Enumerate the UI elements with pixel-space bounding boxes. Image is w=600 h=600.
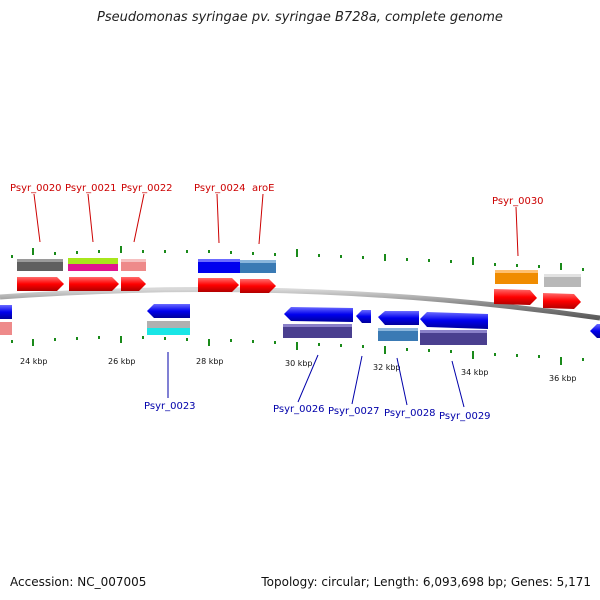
gene-arrow-psyr0019 bbox=[0, 305, 12, 319]
gene-arrow-psyr0022 bbox=[121, 277, 146, 291]
gene-arrow-psyr0026 bbox=[284, 307, 353, 322]
gene-arrow-psyr0027 bbox=[356, 310, 371, 323]
gene-arrow-psyr0032 bbox=[590, 324, 600, 338]
kbp-label: 26 kbp bbox=[108, 357, 136, 366]
gene-label-forward[interactable]: Psyr_0020 bbox=[10, 183, 62, 194]
kbp-label: 34 kbp bbox=[461, 368, 489, 377]
kbp-label: 32 kbp bbox=[373, 363, 401, 372]
gene-arrow-psyr0021 bbox=[69, 277, 119, 291]
reverse-feature-boxes bbox=[0, 321, 487, 345]
gene-label-forward[interactable]: Psyr_0022 bbox=[121, 183, 173, 194]
kbp-label: 24 kbp bbox=[20, 357, 48, 366]
genome-summary: Topology: circular; Length: 6,093,698 bp… bbox=[261, 575, 591, 589]
forward-leader-lines bbox=[33, 193, 519, 257]
kbp-label: 36 kbp bbox=[549, 374, 577, 383]
gene-arrow-psyr0023 bbox=[147, 304, 190, 318]
gene-arrow-psyr0020 bbox=[17, 277, 64, 291]
gene-arrow-psyr0028 bbox=[378, 311, 419, 325]
forward-gene-arrows bbox=[17, 277, 581, 309]
gene-label-forward[interactable]: aroE bbox=[252, 183, 274, 194]
forward-feature-boxes bbox=[17, 258, 581, 287]
kbp-label: 28 kbp bbox=[196, 357, 224, 366]
gene-arrow-psyr0029 bbox=[420, 312, 488, 329]
gene-arrow-psyr0031 bbox=[543, 293, 581, 309]
inner-ticks bbox=[11, 336, 584, 365]
outer-ticks bbox=[11, 246, 584, 271]
gene-label-reverse[interactable]: Psyr_0026 bbox=[273, 404, 325, 415]
gene-label-reverse[interactable]: Psyr_0023 bbox=[144, 401, 196, 412]
gene-arrow-psyr0024 bbox=[198, 278, 239, 292]
gene-label-reverse[interactable]: Psyr_0029 bbox=[439, 411, 491, 422]
genome-title: Pseudomonas syringae pv. syringae B728a,… bbox=[97, 10, 503, 25]
genome-backbone bbox=[0, 287, 600, 321]
gene-label-forward[interactable]: Psyr_0024 bbox=[194, 183, 246, 194]
accession-text: Accession: NC_007005 bbox=[10, 575, 147, 589]
gene-label-reverse[interactable]: Psyr_0027 bbox=[328, 406, 380, 417]
gene-arrow-aroE bbox=[240, 279, 276, 293]
gene-label-forward[interactable]: Psyr_0021 bbox=[65, 183, 117, 194]
reverse-gene-arrows bbox=[0, 304, 600, 338]
gene-label-reverse[interactable]: Psyr_0028 bbox=[384, 408, 436, 419]
reverse-leader-lines bbox=[167, 352, 465, 408]
gene-label-forward[interactable]: Psyr_0030 bbox=[492, 196, 544, 207]
gene-arrow-psyr0030 bbox=[494, 289, 537, 305]
kbp-label: 30 kbp bbox=[285, 359, 313, 368]
